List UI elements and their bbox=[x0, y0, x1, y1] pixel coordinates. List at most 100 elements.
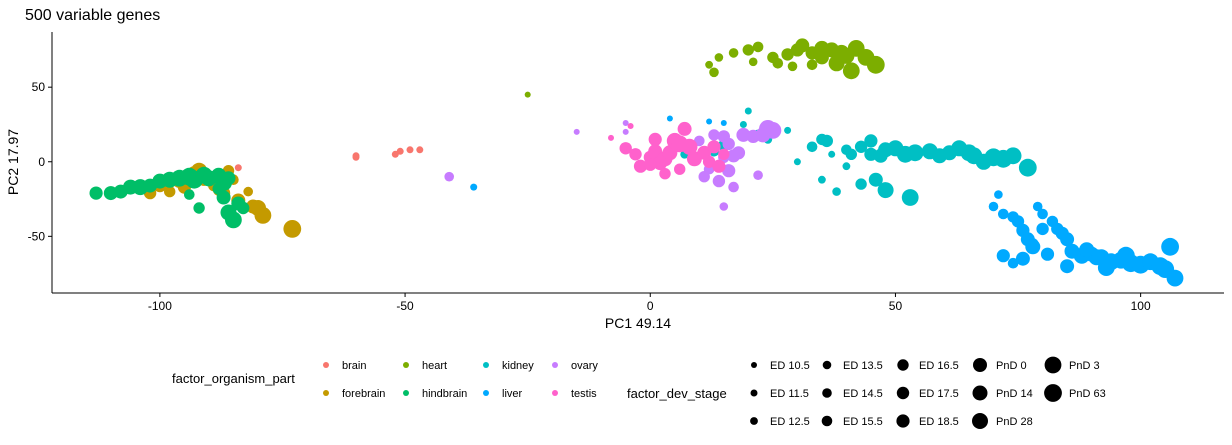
legend-key-dot bbox=[972, 385, 988, 401]
data-point bbox=[629, 148, 642, 161]
data-point bbox=[714, 53, 724, 62]
legend-label: ED 15.5 bbox=[843, 416, 883, 428]
data-point bbox=[681, 138, 698, 155]
legend-key-dot bbox=[896, 414, 910, 428]
data-point bbox=[1060, 259, 1075, 274]
data-point bbox=[470, 183, 478, 191]
data-point bbox=[352, 152, 360, 160]
data-point bbox=[164, 185, 176, 198]
data-point bbox=[1097, 259, 1115, 276]
legend-key-dot bbox=[896, 386, 910, 400]
size-legend: ED 10.5 ED 11.5 ED 12.5 ED 13.5 ED 14.5 ED 15… bbox=[750, 356, 1106, 429]
data-point bbox=[793, 158, 801, 166]
data-point bbox=[1015, 251, 1030, 266]
legend-key-dot bbox=[323, 362, 329, 368]
plot-area bbox=[89, 38, 1184, 287]
data-point bbox=[677, 121, 692, 136]
color-legend-item-ovary: ovary bbox=[552, 360, 598, 372]
data-point bbox=[818, 175, 826, 184]
data-point bbox=[193, 202, 205, 214]
data-point bbox=[212, 182, 225, 195]
data-point bbox=[720, 120, 727, 126]
size-legend-item: ED 10.5 bbox=[751, 360, 810, 372]
data-point bbox=[622, 128, 629, 135]
data-point bbox=[644, 158, 657, 171]
data-point bbox=[752, 41, 764, 53]
legend-key-dot bbox=[750, 389, 758, 397]
data-point bbox=[781, 48, 794, 61]
y-axis-ticks: -50 0 50 bbox=[28, 80, 52, 243]
x-tick-label: -50 bbox=[396, 299, 414, 313]
data-point bbox=[988, 201, 999, 212]
data-point bbox=[666, 115, 673, 122]
legend-key-dot bbox=[897, 359, 909, 371]
legend-label: ED 14.5 bbox=[843, 388, 883, 400]
data-point bbox=[736, 127, 751, 142]
size-legend-item: ED 16.5 bbox=[897, 359, 959, 372]
data-point bbox=[89, 186, 103, 200]
color-legend-item-hindbrain: hindbrain bbox=[403, 388, 467, 400]
legend-key-dot bbox=[973, 358, 987, 372]
size-legend-item: PnD 14 bbox=[972, 385, 1033, 401]
data-point bbox=[877, 182, 894, 199]
data-point bbox=[772, 58, 784, 69]
series-hindbrain bbox=[89, 166, 250, 229]
series-ovary bbox=[444, 119, 782, 211]
data-point bbox=[854, 140, 868, 153]
data-point bbox=[221, 171, 236, 186]
legend-key-dot bbox=[483, 362, 489, 368]
data-point bbox=[202, 173, 216, 187]
series-testis bbox=[608, 121, 730, 180]
legend-key-dot bbox=[552, 362, 558, 368]
x-axis-ticks: -100 -50 0 50 100 bbox=[148, 293, 1151, 313]
y-axis-title: PC2 17.97 bbox=[5, 129, 21, 195]
data-point bbox=[901, 189, 919, 206]
data-point bbox=[994, 190, 1003, 199]
legend-label: ED 17.5 bbox=[919, 388, 959, 400]
data-point bbox=[814, 40, 830, 56]
legend-key-dot bbox=[821, 415, 833, 427]
y-tick-label: -50 bbox=[28, 229, 46, 243]
legend-label: forebrain bbox=[342, 388, 385, 400]
data-point bbox=[225, 211, 242, 229]
legend-key-dot bbox=[403, 390, 409, 396]
data-point bbox=[828, 150, 836, 158]
data-point bbox=[906, 144, 924, 162]
legend-label: ED 18.5 bbox=[919, 416, 959, 428]
data-point bbox=[709, 67, 719, 78]
data-point bbox=[705, 60, 713, 69]
data-point bbox=[742, 44, 754, 56]
data-point bbox=[444, 171, 455, 182]
data-point bbox=[659, 168, 671, 180]
data-point bbox=[739, 121, 747, 128]
x-axis-title: PC1 49.14 bbox=[605, 315, 671, 331]
series-liver bbox=[470, 115, 1184, 287]
x-tick-label: -100 bbox=[148, 299, 172, 313]
data-point bbox=[243, 186, 253, 197]
data-point bbox=[1004, 147, 1022, 165]
data-point bbox=[864, 134, 878, 148]
data-point bbox=[868, 172, 883, 187]
color-legend-item-kidney: kidney bbox=[483, 360, 534, 372]
size-legend-item: PnD 28 bbox=[972, 413, 1033, 429]
data-point bbox=[855, 178, 867, 190]
legend-label: PnD 14 bbox=[996, 388, 1033, 400]
size-legend-item: ED 15.5 bbox=[821, 415, 883, 428]
color-legend-item-forebrain: forebrain bbox=[323, 388, 385, 400]
size-legend-item: ED 13.5 bbox=[822, 360, 883, 372]
legend-label: ED 11.5 bbox=[770, 388, 809, 400]
data-point bbox=[996, 249, 1010, 263]
data-point bbox=[648, 132, 662, 146]
legend-key-dot bbox=[751, 362, 757, 368]
size-legend-item: PnD 0 bbox=[973, 358, 1027, 372]
data-point bbox=[731, 146, 746, 160]
data-point bbox=[1032, 201, 1043, 212]
legend-key-dot bbox=[822, 360, 832, 370]
data-point bbox=[1079, 242, 1095, 258]
data-point bbox=[728, 48, 739, 58]
data-point bbox=[787, 61, 798, 72]
color-legend-item-brain: brain bbox=[323, 360, 366, 372]
legend-label: PnD 28 bbox=[996, 416, 1033, 428]
data-point bbox=[254, 207, 272, 224]
data-point bbox=[1027, 238, 1039, 250]
